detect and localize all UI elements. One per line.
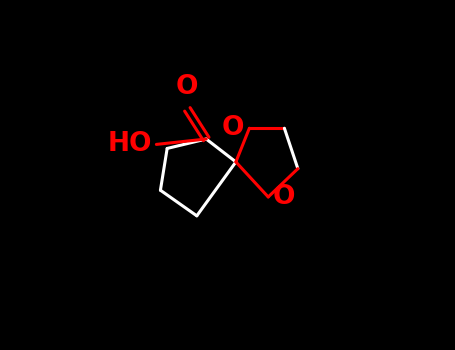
Text: HO: HO	[108, 131, 152, 158]
Text: O: O	[222, 115, 244, 141]
Text: O: O	[176, 74, 199, 100]
Text: O: O	[273, 184, 296, 210]
